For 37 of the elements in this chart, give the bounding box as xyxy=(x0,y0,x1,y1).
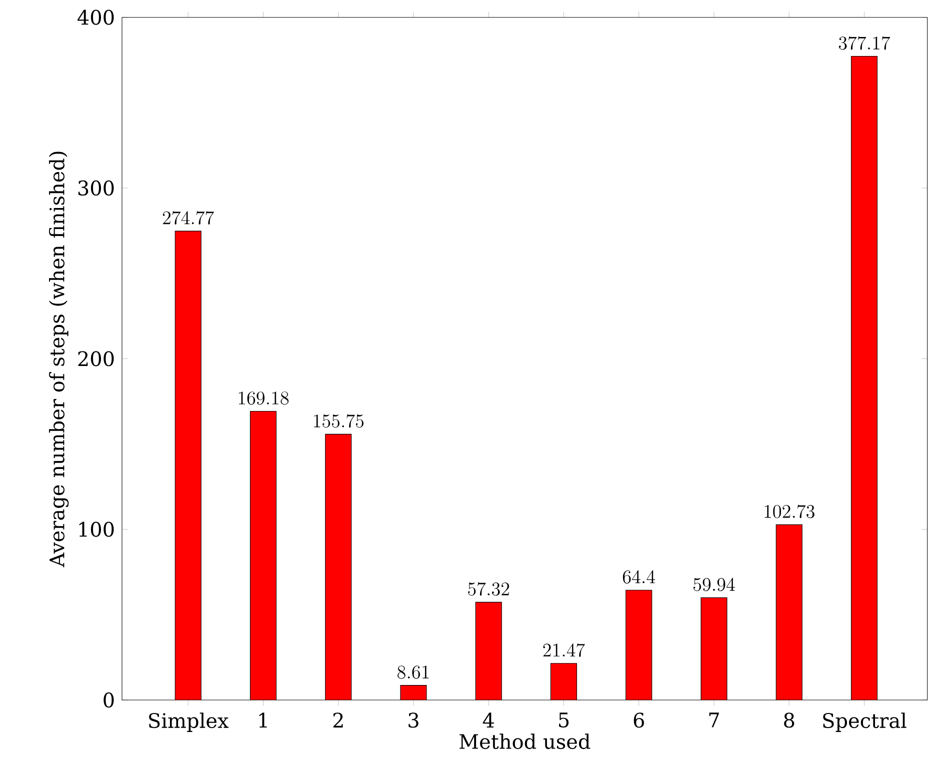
y-tick-label: 0 xyxy=(104,692,114,708)
bar xyxy=(776,524,802,700)
data-label: 59.94 xyxy=(694,578,735,592)
data-label: 274.77 xyxy=(162,211,214,225)
x-tick-label: 3 xyxy=(408,712,418,728)
x-tick-label: 1 xyxy=(259,712,267,728)
x-axis-title: Method used xyxy=(460,734,590,750)
bar xyxy=(475,602,502,700)
data-label: 64.4 xyxy=(622,570,656,584)
data-label: 377. 17 xyxy=(838,36,890,50)
x-tick-label: 2 xyxy=(333,712,343,728)
bar xyxy=(626,590,652,700)
data-label: 169. 18 xyxy=(238,392,289,405)
x-tick-label: Simplex xyxy=(149,712,229,732)
bar xyxy=(250,410,277,700)
bar xyxy=(850,56,878,700)
data-label: 8.61 xyxy=(398,666,429,679)
bar xyxy=(550,663,578,700)
x-tick-label: Spectral xyxy=(823,712,906,732)
x-tick-label: 4 xyxy=(482,712,494,728)
data-label: 57.32 xyxy=(468,582,510,596)
y-tick-label: 400 xyxy=(78,10,114,25)
data-label: 102.73 xyxy=(764,504,814,518)
x-tick-label: 8 xyxy=(784,712,794,728)
bar xyxy=(700,597,728,700)
bar xyxy=(325,434,352,700)
y-tick-label: 300 xyxy=(78,180,114,196)
data-label: 155.75 xyxy=(314,414,364,428)
data-label: 21 .47 xyxy=(543,643,585,657)
y-axis-title: Average number of steps (when finished) xyxy=(49,152,69,568)
x-tick-label: 6 xyxy=(634,712,644,728)
x-tick-label: 7 xyxy=(709,712,719,728)
y-tick-label: 200 xyxy=(78,351,114,366)
x-tick-label: 5 xyxy=(559,712,569,728)
bar xyxy=(174,230,202,700)
y-tick-label: 100 xyxy=(79,522,114,537)
bar xyxy=(400,685,427,700)
